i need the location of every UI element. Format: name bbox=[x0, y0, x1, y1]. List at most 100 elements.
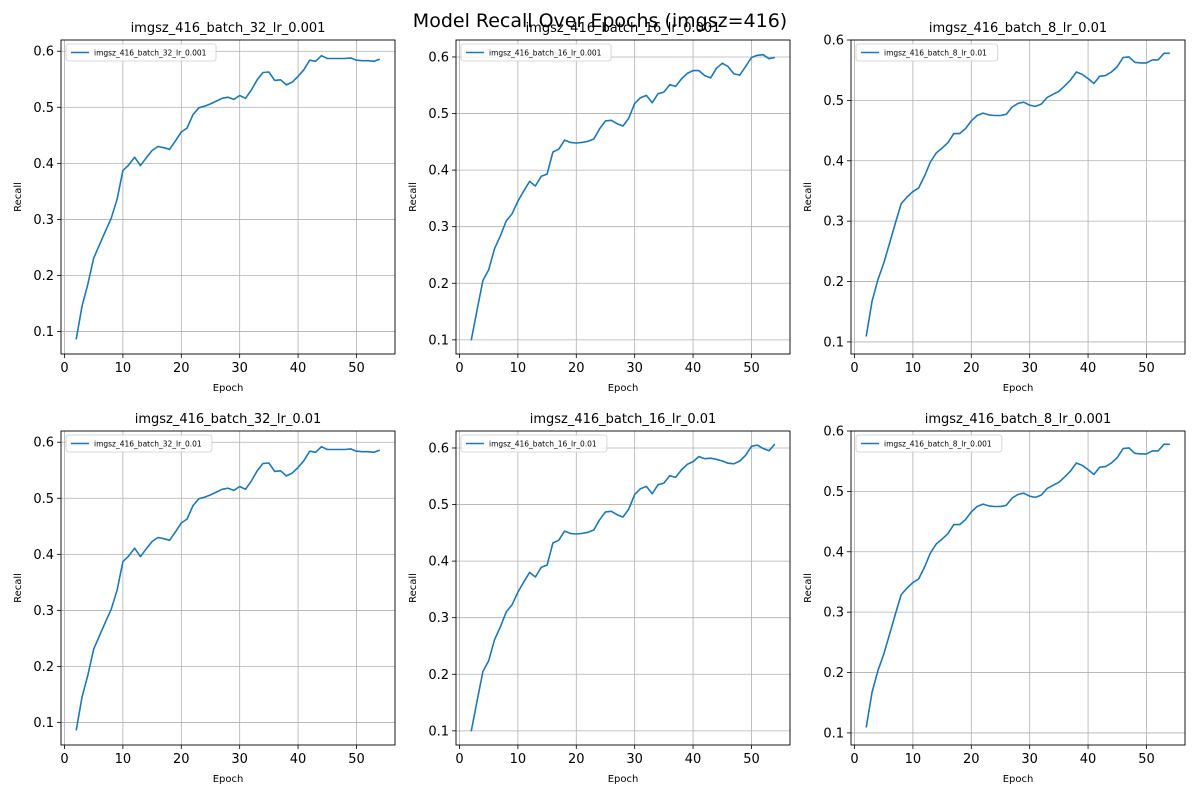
x-axis-label: Epoch bbox=[1003, 774, 1034, 785]
x-tick-label: 0 bbox=[60, 752, 68, 767]
x-tick-label: 0 bbox=[455, 752, 463, 767]
subplot-3: 0 10 20 30 40 50 0.1 0.2 0.3 0.4 0.5 0.6 imgsz_416_b… bbox=[803, 21, 1186, 394]
subplot-title: imgsz_416_batch_16_lr_0.01 bbox=[530, 412, 717, 427]
y-tick-label: 0.2 bbox=[428, 277, 449, 292]
y-tick-label: 0.1 bbox=[428, 333, 449, 348]
y-tick-label: 0.1 bbox=[823, 335, 844, 350]
legend-label: imgsz_416_batch_16_lr_0.001 bbox=[489, 49, 602, 58]
y-tick-label: 0.6 bbox=[428, 441, 449, 456]
x-tick-label: 20 bbox=[173, 752, 190, 767]
series-line bbox=[75, 445, 381, 731]
series-line bbox=[865, 52, 1170, 337]
subplot-title: imgsz_416_batch_16_lr_0.001 bbox=[526, 21, 721, 36]
x-tick-label: 0 bbox=[455, 361, 463, 376]
series-line bbox=[75, 54, 381, 340]
x-tick-label: 20 bbox=[963, 752, 980, 767]
x-tick-label: 20 bbox=[963, 361, 980, 376]
x-tick-label: 40 bbox=[685, 752, 702, 767]
x-tick-label: 10 bbox=[115, 752, 132, 767]
legend-label: imgsz_416_batch_16_lr_0.01 bbox=[489, 440, 597, 449]
x-tick-label: 50 bbox=[1138, 752, 1155, 767]
y-axis-label: Recall bbox=[803, 182, 814, 212]
axes-frame bbox=[455, 39, 791, 355]
legend-box bbox=[65, 43, 217, 62]
subplot-2: 0 10 20 30 40 50 0.1 0.2 0.3 0.4 0.5 0.6 imgsz_416_b… bbox=[408, 21, 791, 394]
y-tick-label: 0.3 bbox=[428, 220, 449, 235]
series-line bbox=[470, 53, 775, 341]
axes-frame bbox=[455, 430, 791, 746]
y-tick-label: 0.5 bbox=[428, 498, 449, 513]
subplot-4: 0 10 20 30 40 50 0.1 0.2 0.3 0.4 0.5 0.6 imgsz_416_b… bbox=[13, 412, 396, 785]
series-line bbox=[470, 443, 776, 732]
y-tick-label: 0.6 bbox=[33, 45, 54, 60]
x-axis-label: Epoch bbox=[608, 383, 639, 394]
x-tick-label: 50 bbox=[348, 361, 365, 376]
subplot-title: imgsz_416_batch_8_lr_0.01 bbox=[929, 21, 1107, 36]
y-tick-label: 0.5 bbox=[823, 485, 844, 500]
legend: imgsz_416_batch_32_lr_0.001 bbox=[65, 43, 217, 62]
legend: imgsz_416_batch_32_lr_0.01 bbox=[65, 434, 213, 453]
axes-frame bbox=[850, 430, 1186, 746]
subplot-1: 0 10 20 30 40 50 0.1 0.2 0.3 0.4 0.5 0.6 imgsz_416_b… bbox=[13, 21, 396, 394]
y-tick-label: 0.3 bbox=[428, 611, 449, 626]
y-tick-label: 0.3 bbox=[33, 604, 54, 619]
y-axis-label: Recall bbox=[408, 573, 419, 603]
y-tick-label: 0.1 bbox=[428, 724, 449, 739]
x-tick-label: 50 bbox=[348, 752, 365, 767]
legend: imgsz_416_batch_16_lr_0.01 bbox=[460, 434, 608, 453]
subplot-title: imgsz_416_batch_32_lr_0.01 bbox=[135, 412, 322, 427]
x-tick-label: 40 bbox=[290, 361, 307, 376]
x-tick-label: 10 bbox=[115, 361, 132, 376]
figure-title: Model Recall Over Epochs (imgsz=416) bbox=[412, 10, 788, 32]
x-tick-label: 10 bbox=[905, 361, 922, 376]
legend-box bbox=[460, 434, 608, 453]
legend: imgsz_416_batch_8_lr_0.001 bbox=[855, 434, 1003, 453]
x-tick-label: 30 bbox=[1021, 361, 1038, 376]
x-tick-label: 10 bbox=[510, 752, 527, 767]
y-tick-label: 0.5 bbox=[33, 492, 54, 507]
y-tick-label: 0.1 bbox=[823, 726, 844, 741]
y-tick-label: 0.4 bbox=[823, 545, 844, 560]
y-tick-label: 0.6 bbox=[823, 425, 844, 440]
legend-label: imgsz_416_batch_8_lr_0.01 bbox=[884, 49, 987, 58]
x-tick-label: 0 bbox=[60, 361, 68, 376]
y-tick-label: 0.2 bbox=[33, 269, 54, 284]
subplot-6: 0 10 20 30 40 50 0.1 0.2 0.3 0.4 0.5 0.6 imgsz_416_b… bbox=[803, 412, 1186, 785]
axes-frame bbox=[60, 39, 396, 355]
y-tick-label: 0.2 bbox=[823, 275, 844, 290]
y-tick-label: 0.4 bbox=[33, 548, 54, 563]
y-tick-label: 0.6 bbox=[823, 34, 844, 49]
x-tick-label: 50 bbox=[743, 361, 760, 376]
x-tick-label: 30 bbox=[231, 361, 248, 376]
y-tick-label: 0.2 bbox=[33, 660, 54, 675]
x-tick-label: 40 bbox=[1080, 361, 1097, 376]
x-tick-label: 40 bbox=[290, 752, 307, 767]
legend: imgsz_416_batch_8_lr_0.01 bbox=[855, 43, 999, 62]
x-tick-label: 10 bbox=[905, 752, 922, 767]
series-line bbox=[865, 443, 1170, 728]
legend-label: imgsz_416_batch_32_lr_0.01 bbox=[94, 440, 202, 449]
y-axis-label: Recall bbox=[13, 573, 24, 603]
subplot-5: 0 10 20 30 40 50 0.1 0.2 0.3 0.4 0.5 0.6 imgsz_416_b… bbox=[408, 412, 791, 785]
subplot-title: imgsz_416_batch_32_lr_0.001 bbox=[131, 21, 326, 36]
y-tick-label: 0.6 bbox=[428, 50, 449, 65]
x-axis-label: Epoch bbox=[608, 774, 639, 785]
y-tick-label: 0.1 bbox=[33, 716, 54, 731]
x-tick-label: 0 bbox=[850, 752, 858, 767]
x-axis-label: Epoch bbox=[1003, 383, 1034, 394]
x-tick-label: 0 bbox=[850, 361, 858, 376]
y-tick-label: 0.1 bbox=[33, 325, 54, 340]
y-axis-label: Recall bbox=[803, 573, 814, 603]
x-tick-label: 20 bbox=[568, 361, 585, 376]
x-axis-label: Epoch bbox=[213, 383, 244, 394]
y-tick-label: 0.5 bbox=[33, 101, 54, 116]
y-tick-label: 0.2 bbox=[823, 666, 844, 681]
subplot-title: imgsz_416_batch_8_lr_0.001 bbox=[925, 412, 1112, 427]
legend-box bbox=[855, 43, 999, 62]
x-tick-label: 50 bbox=[1138, 361, 1155, 376]
legend-box bbox=[460, 43, 612, 62]
y-axis-label: Recall bbox=[13, 182, 24, 212]
x-axis-label: Epoch bbox=[213, 774, 244, 785]
y-tick-label: 0.4 bbox=[428, 555, 449, 570]
